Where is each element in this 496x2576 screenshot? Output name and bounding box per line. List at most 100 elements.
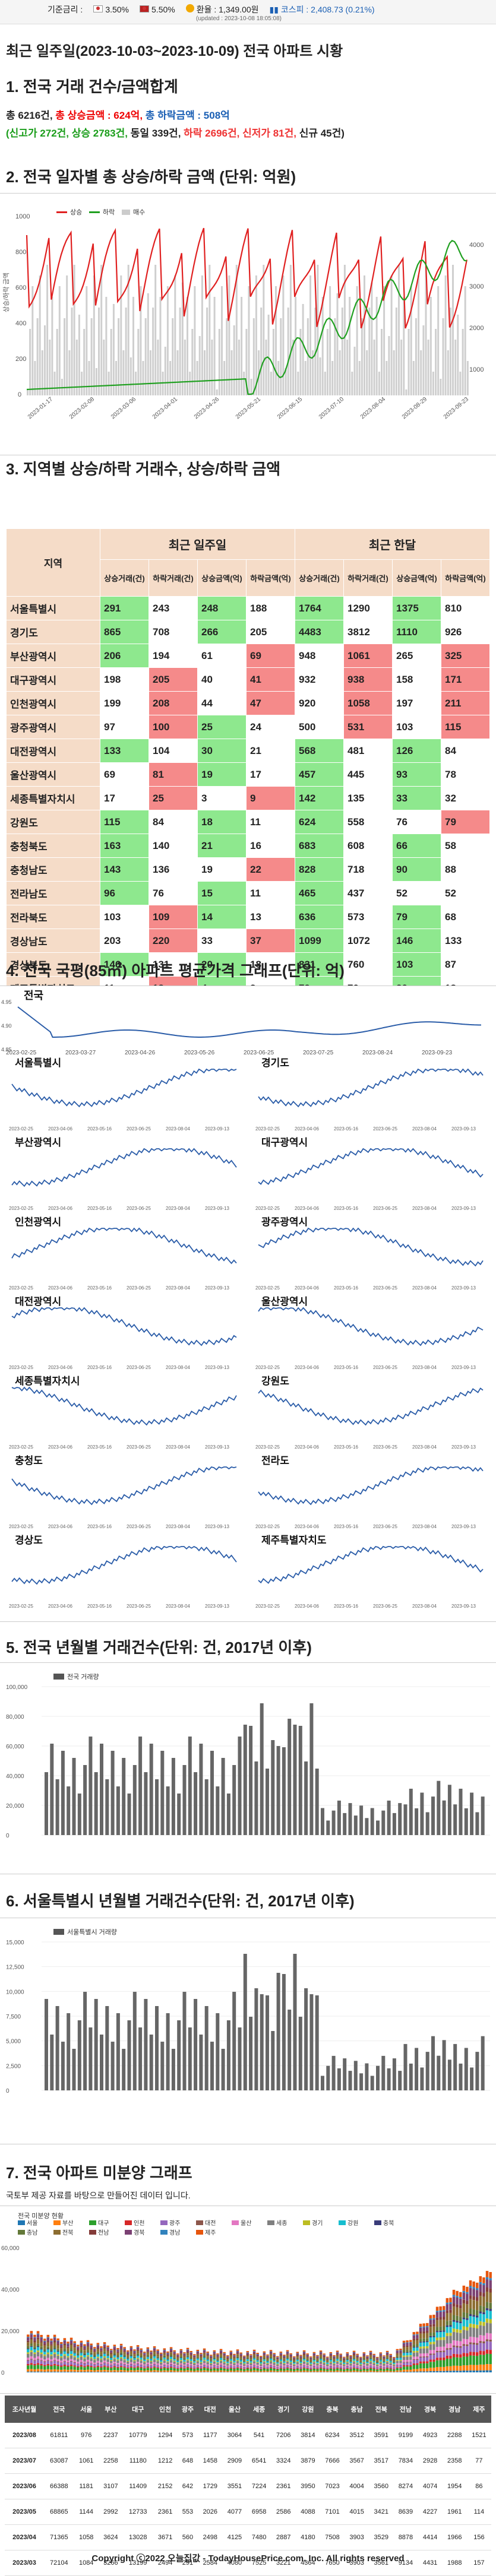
unsold-bar-segment	[286, 2350, 289, 2352]
unsold-bar-segment	[80, 2362, 83, 2365]
unsold-bar-segment	[119, 2366, 123, 2368]
unsold-chart-title: 전국 미분양 현황	[18, 2212, 64, 2220]
unsold-bar-segment	[140, 2357, 143, 2358]
unsold-bar-segment	[406, 2350, 409, 2352]
xtick: 2023-03-06	[110, 396, 138, 421]
unsold-bar-segment	[446, 2321, 449, 2325]
table-cell: 79	[392, 905, 441, 929]
unsold-bar-segment	[173, 2352, 176, 2354]
unsold-bar-segment	[406, 2345, 409, 2347]
unsold-bar-segment	[346, 2352, 349, 2354]
unsold-bar-segment	[243, 2357, 246, 2359]
xtick: 2023-08-04	[166, 1604, 190, 1609]
volume-bar	[348, 1803, 352, 1835]
region-name: 전라남도	[6, 881, 100, 905]
unsold-bar-segment	[482, 2283, 485, 2286]
ytick-right: 3000	[469, 283, 484, 290]
unsold-bar-segment	[333, 2367, 336, 2369]
unsold-bar-segment	[302, 2352, 306, 2354]
unsold-bar-segment	[312, 2353, 316, 2354]
unsold-bar-segment	[389, 2359, 392, 2361]
unsold-bar-segment	[462, 2353, 466, 2357]
unsold-bar-segment	[106, 2358, 109, 2359]
unsold-bar-segment	[366, 2355, 369, 2357]
unsold-bar-segment	[40, 2342, 43, 2347]
volume-bar	[93, 275, 95, 395]
unsold-bar-segment	[469, 2327, 472, 2337]
table-cell: 831	[295, 952, 344, 977]
unsold-bar-segment	[472, 2337, 475, 2343]
unsold-bar-segment	[366, 2356, 369, 2357]
volume-bar	[36, 318, 39, 395]
unsold-bar-segment	[77, 2353, 80, 2355]
unsold-bar-segment	[383, 2371, 386, 2372]
unsold-bar-segment	[123, 2364, 126, 2365]
unsold-bar-segment	[432, 2337, 435, 2342]
unsold-bar-segment	[349, 2356, 352, 2357]
xtick: 2023-04-06	[48, 1285, 72, 1291]
volume-bar	[72, 1758, 76, 1835]
unsold-bar-segment	[243, 2366, 246, 2368]
unsold-bar-segment	[476, 2343, 479, 2345]
legend-label: 충북	[383, 2220, 394, 2227]
unsold-bar-segment	[339, 2355, 342, 2357]
unsold-bar-segment	[389, 2353, 392, 2355]
table-cell: 115	[441, 715, 490, 739]
unsold-bar-segment	[419, 2327, 422, 2332]
unsold-bar-segment	[129, 2350, 133, 2352]
table-cell: 198	[100, 667, 149, 692]
table-cell: 718	[343, 857, 393, 882]
volume-bar	[116, 1786, 120, 1835]
region-name: 경기도	[6, 620, 100, 644]
unsold-bar-segment	[309, 2356, 312, 2358]
unsold-bar-segment	[372, 2365, 375, 2366]
xtick: 2023-08-04	[412, 1365, 437, 1370]
volume-bar	[464, 1808, 468, 1835]
unsold-bar-segment	[389, 2366, 392, 2368]
unsold-bar-segment	[429, 2355, 432, 2360]
volume-bar	[238, 340, 240, 395]
unsold-header: 울산	[222, 2396, 247, 2423]
unsold-bar-segment	[443, 2340, 446, 2347]
unsold-bar-segment	[133, 2358, 136, 2360]
unsold-bar-segment	[260, 2366, 263, 2367]
unsold-cell: 4364	[295, 2550, 320, 2576]
ytick: 80,000	[6, 1714, 24, 1720]
unsold-bar-segment	[435, 2337, 439, 2340]
unsold-bar-segment	[416, 2365, 419, 2369]
unsold-bar-segment	[56, 2338, 59, 2341]
unsold-bar-segment	[369, 2350, 372, 2352]
unsold-bar-segment	[90, 2363, 93, 2366]
unsold-bar-segment	[133, 2353, 136, 2355]
unsold-bar-segment	[456, 2357, 459, 2366]
unsold-bar-segment	[276, 2362, 279, 2364]
legend-label: 서울	[27, 2220, 37, 2227]
table-cell: 11	[246, 881, 295, 905]
legend-label: 경기	[312, 2219, 323, 2227]
unsold-bar-segment	[333, 2358, 336, 2360]
region-chart-label: 울산광역시	[261, 1296, 308, 1307]
unsold-bar-segment	[356, 2358, 359, 2360]
unsold-bar-segment	[193, 2366, 196, 2367]
unsold-cell: 553	[177, 2499, 198, 2525]
legend-label: 제주	[205, 2229, 216, 2236]
unsold-bar-segment	[426, 2331, 429, 2333]
table-cell: 97	[100, 715, 149, 739]
unsold-bar-segment	[462, 2365, 466, 2371]
unsold-bar-segment	[439, 2306, 442, 2311]
unsold-bar-segment	[40, 2369, 43, 2372]
unsold-bar-segment	[356, 2371, 359, 2372]
unsold-bar-segment	[206, 2353, 209, 2355]
unsold-bar-segment	[77, 2370, 80, 2372]
volume-bar	[331, 2055, 336, 2090]
unsold-bar-segment	[329, 2366, 333, 2368]
unsold-bar-segment	[416, 2331, 419, 2334]
volume-bar	[210, 1751, 214, 1835]
unsold-bar-segment	[352, 2368, 356, 2371]
unsold-bar-segment	[439, 2371, 442, 2372]
unsold-bar-segment	[50, 2339, 53, 2341]
volume-bar	[213, 297, 216, 395]
unsold-bar-segment	[106, 2364, 109, 2366]
volume-bar	[353, 1815, 358, 1835]
table-row: 2023/04 71365 1058 3624 13028 3671 560 2498 4125…	[5, 2524, 491, 2550]
